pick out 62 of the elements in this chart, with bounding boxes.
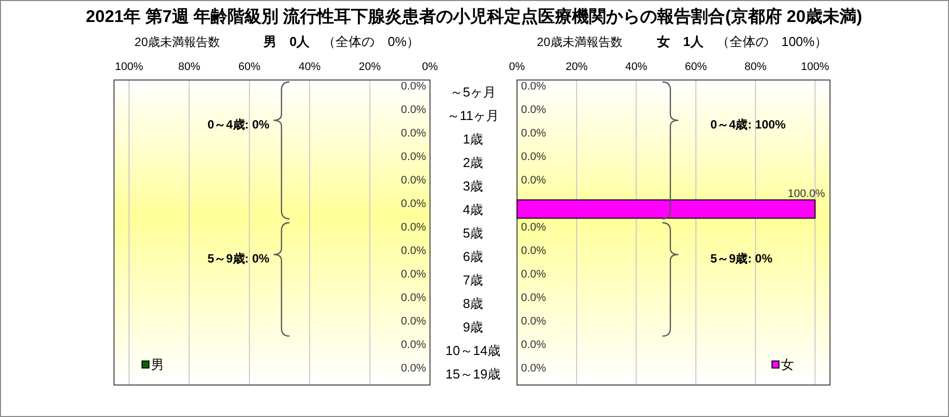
data-label: 0.0% bbox=[521, 128, 546, 140]
y-tick-label: 10～14歳 bbox=[446, 342, 500, 358]
data-label: 100.0% bbox=[788, 188, 826, 200]
y-tick-label: ～11ヶ月 bbox=[446, 108, 500, 124]
data-label: 0.0% bbox=[521, 338, 546, 351]
text: 20歳未満報告数 bbox=[134, 35, 220, 49]
data-label: 0.0% bbox=[400, 104, 426, 116]
data-label: 0.0% bbox=[521, 151, 546, 164]
data-label: 0.0% bbox=[521, 362, 546, 374]
annotation: 0～4歳: 100% bbox=[710, 117, 786, 132]
x-tick-label: 20% bbox=[358, 61, 382, 73]
x-tick-label: 80% bbox=[178, 61, 200, 73]
x-tick-label: 40% bbox=[298, 61, 321, 73]
y-tick-label: 5歳 bbox=[462, 226, 484, 240]
y-tick-label: 2歳 bbox=[462, 155, 484, 170]
annotation: 5～9歳: 0% bbox=[710, 251, 773, 266]
y-tick-label: 6歳 bbox=[462, 248, 484, 264]
data-label: 0.0% bbox=[400, 292, 426, 304]
data-label: 0.0% bbox=[521, 104, 546, 116]
y-tick-label: 4歳 bbox=[462, 202, 484, 218]
x-tick-label: 60% bbox=[684, 61, 708, 73]
data-label: 0.0% bbox=[400, 268, 426, 280]
data-label: 0.0% bbox=[400, 128, 426, 140]
y-tick-label: 7歳 bbox=[462, 272, 484, 288]
data-label: 0.0% bbox=[400, 80, 426, 93]
legend-label: 男 bbox=[151, 357, 164, 372]
data-label: 0.0% bbox=[521, 222, 546, 234]
chart-subtitle: 女 1人 （全体の 100%） bbox=[656, 34, 828, 49]
data-label: 0.0% bbox=[521, 80, 546, 93]
legend-label: 女 bbox=[781, 357, 794, 372]
data-label: 0.0% bbox=[400, 338, 426, 351]
x-tick-label: 0% bbox=[422, 61, 438, 73]
data-label: 0.0% bbox=[400, 222, 426, 234]
y-tick-label: 9歳 bbox=[462, 319, 484, 334]
data-label: 0.0% bbox=[400, 174, 426, 187]
x-tick-label: 80% bbox=[744, 61, 767, 73]
data-label: 0.0% bbox=[400, 315, 426, 328]
data-label: 0.0% bbox=[521, 174, 546, 187]
y-tick-label: 3歳 bbox=[462, 178, 484, 194]
x-tick-label: 0% bbox=[509, 61, 526, 73]
annotation: 5～9歳: 0% bbox=[207, 251, 270, 266]
y-tick-label: ～5ヶ月 bbox=[450, 84, 496, 100]
data-label: 0.0% bbox=[400, 151, 426, 164]
data-label: 0.0% bbox=[400, 244, 426, 257]
annotation: 0～4歳: 0% bbox=[207, 117, 270, 132]
data-label: 0.0% bbox=[400, 362, 426, 374]
data-label: 0.0% bbox=[400, 198, 426, 210]
x-tick-label: 20% bbox=[566, 61, 588, 73]
x-tick-label: 100% bbox=[801, 61, 830, 73]
text: 20歳未満報告数 bbox=[536, 35, 622, 49]
x-tick-label: 60% bbox=[238, 61, 261, 73]
y-tick-label: 8歳 bbox=[462, 296, 484, 311]
chart-subtitle: 男 0人 （全体の 0%） bbox=[262, 34, 420, 49]
text: 2021年 第7週 年齢階級別 流行性耳下腺炎患者の小児科定点医療機関からの報告割合(京都府 20歳未満) bbox=[86, 7, 862, 26]
y-tick-label: 1歳 bbox=[462, 132, 484, 147]
data-label: 0.0% bbox=[521, 315, 546, 328]
x-tick-label: 100% bbox=[114, 61, 144, 73]
y-tick-label: 15～19歳 bbox=[446, 366, 500, 382]
data-label: 0.0% bbox=[521, 292, 546, 304]
data-label: 0.0% bbox=[521, 244, 546, 257]
data-label: 0.0% bbox=[521, 268, 546, 280]
x-tick-label: 40% bbox=[625, 61, 648, 73]
